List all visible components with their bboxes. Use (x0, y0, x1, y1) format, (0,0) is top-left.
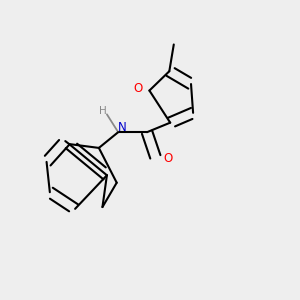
Text: O: O (163, 152, 172, 165)
Text: N: N (117, 121, 126, 134)
Text: O: O (134, 82, 143, 95)
Text: H: H (100, 106, 107, 116)
